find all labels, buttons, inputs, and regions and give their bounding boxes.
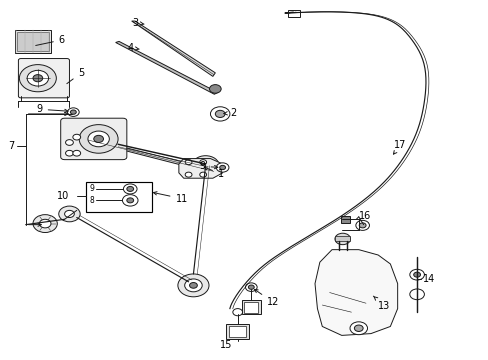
Circle shape [359,223,366,228]
Circle shape [189,283,197,288]
Circle shape [219,165,225,170]
Circle shape [355,220,369,230]
Text: 1: 1 [204,167,224,179]
Circle shape [184,279,202,292]
Circle shape [349,322,367,335]
Circle shape [73,150,81,156]
Circle shape [192,156,219,176]
Text: 16: 16 [358,211,370,221]
Text: 4: 4 [127,43,139,53]
Text: 9: 9 [199,161,217,171]
Circle shape [216,163,228,172]
Text: 14: 14 [422,274,434,284]
Circle shape [210,107,229,121]
Text: 2: 2 [224,108,236,118]
Polygon shape [86,139,215,173]
Text: 13: 13 [373,296,389,311]
Text: 10: 10 [57,191,69,201]
Circle shape [73,134,81,140]
Circle shape [65,140,73,145]
Circle shape [27,70,48,86]
Text: 17: 17 [393,140,406,154]
Circle shape [413,272,420,277]
Bar [225,324,249,339]
Circle shape [354,325,363,332]
Circle shape [65,150,73,156]
Circle shape [88,131,109,147]
Circle shape [409,269,424,280]
Polygon shape [314,249,397,336]
Bar [17,32,48,51]
Circle shape [199,161,212,171]
Circle shape [59,206,80,222]
Circle shape [126,198,133,203]
Bar [228,327,246,337]
Text: 9: 9 [37,104,68,114]
Polygon shape [179,158,222,178]
Circle shape [20,64,56,92]
Circle shape [33,75,42,82]
Text: 8: 8 [90,196,95,205]
Text: 3: 3 [132,18,144,28]
Circle shape [33,215,57,233]
Bar [244,302,258,313]
Text: 9: 9 [90,184,95,193]
Polygon shape [116,41,217,94]
Bar [86,182,152,212]
Text: 7: 7 [9,141,15,151]
Circle shape [64,210,74,217]
Circle shape [39,219,51,228]
Circle shape [123,184,137,194]
Circle shape [67,108,79,116]
Bar [242,300,260,314]
Circle shape [122,195,138,206]
Text: 12: 12 [254,289,279,307]
Bar [340,216,350,223]
Circle shape [245,283,257,292]
Circle shape [232,309,242,316]
Text: 5: 5 [67,68,84,84]
Bar [15,30,51,53]
Text: 11: 11 [153,192,187,203]
Circle shape [178,274,208,297]
FancyBboxPatch shape [61,118,126,159]
Bar [287,10,300,18]
Circle shape [94,135,103,143]
Circle shape [209,85,221,93]
Circle shape [200,159,206,165]
Circle shape [334,233,350,245]
Circle shape [248,285,254,289]
Polygon shape [131,21,215,76]
Circle shape [126,186,133,192]
Text: 15: 15 [220,340,232,350]
FancyBboxPatch shape [19,59,69,98]
Circle shape [70,110,76,114]
Circle shape [215,111,224,117]
Circle shape [200,172,206,177]
Circle shape [409,289,424,300]
Circle shape [79,125,118,153]
Circle shape [185,159,192,165]
Bar [334,237,350,242]
Circle shape [185,172,192,177]
Text: 6: 6 [36,35,65,45]
